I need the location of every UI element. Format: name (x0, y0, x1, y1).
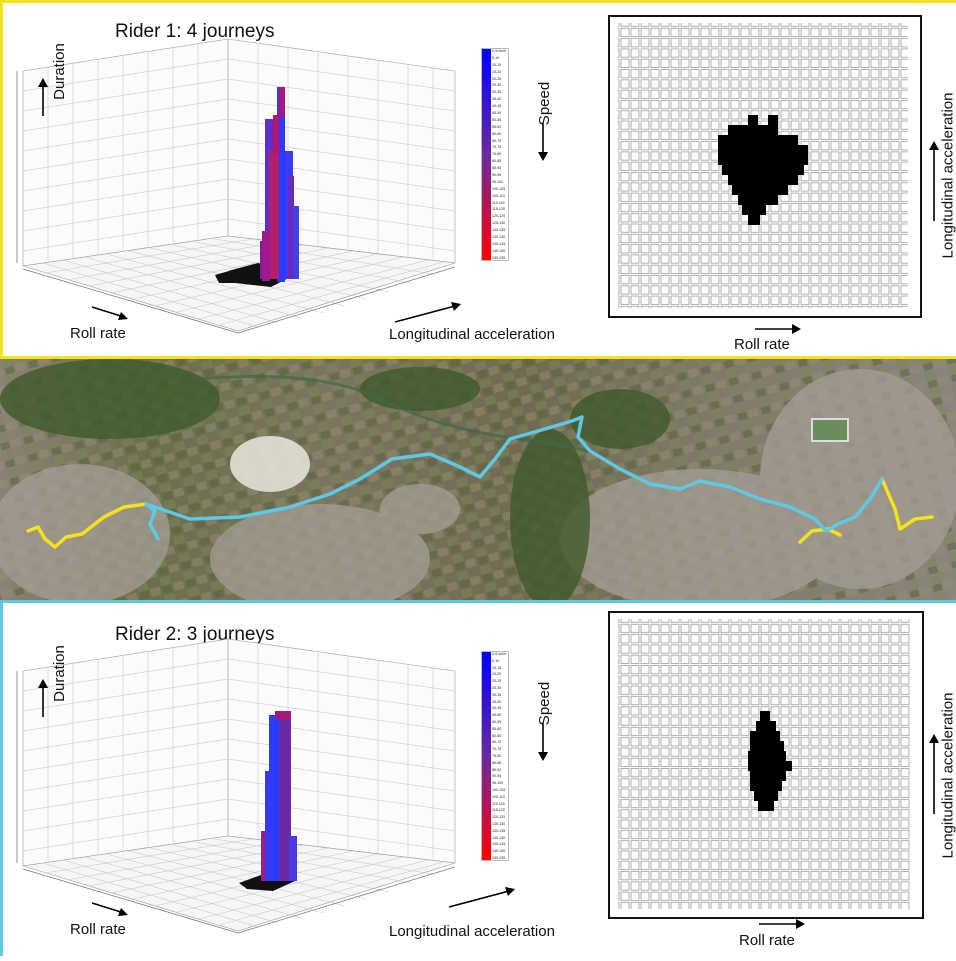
rider1-grid-x-arrow (755, 324, 801, 334)
rider1-speed-label: Speed (536, 81, 554, 126)
rider2-accel-arrow (448, 887, 515, 908)
rider2-speed-legend-items: 0-5 km/h 5-10 10-15 15-20 20-25 25-30 30-35 35… (492, 652, 506, 860)
rider2-occupancy-grid (608, 611, 924, 919)
satellite-map (0, 356, 956, 603)
rider2-grid-y-arrow (929, 734, 939, 814)
rider1-speed-legend-items: 0-5 km/h 5-10 10-15 15-20 20-25 25-30 30-35 35… (492, 49, 506, 260)
rider1-accel-label: Longitudinal acceleration (389, 326, 555, 343)
rider1-grid-ylabel: Longitudinal acceleration (939, 92, 956, 259)
rider1-grid-filled (718, 115, 808, 225)
rider2-grid-xlabel: Roll rate (739, 932, 795, 949)
speed-colorbar (482, 49, 491, 260)
map-quarry (230, 436, 310, 492)
rider1-grid-svg (618, 23, 908, 308)
rider1-accel-arrow (394, 302, 461, 323)
map-stadium (811, 418, 849, 442)
rider1-roll-arrow (91, 306, 128, 320)
rider1-grid-y-arrow (929, 141, 939, 221)
rider1-grid-xlabel: Roll rate (734, 336, 790, 353)
rider1-histogram-3d (16, 38, 456, 334)
map-vegetation (0, 359, 670, 600)
rider2-speed-legend: 0-5 km/h 5-10 10-15 15-20 20-25 25-30 30-35 35… (481, 651, 509, 861)
rider2-route (144, 415, 884, 541)
rider2-axis-ticks (16, 671, 456, 934)
map-river (199, 375, 602, 460)
rider1-panel: Rider 1: 4 journeys (0, 0, 956, 356)
rider2-grid-filled (748, 711, 792, 811)
rider1-wall-grid (22, 38, 456, 267)
rider2-histogram-bars (261, 711, 297, 881)
rider2-panel: Rider 2: 3 journeys (0, 603, 956, 956)
rider1-speed-arrow (538, 123, 548, 161)
rider2-grid-ylabel: Longitudinal acceleration (939, 692, 956, 859)
rider2-duration-arrow (38, 679, 48, 717)
rider2-accel-label: Longitudinal acceleration (389, 923, 555, 940)
rider1-title: Rider 1: 4 journeys (115, 21, 275, 42)
rider2-histogram-3d (16, 638, 456, 934)
rider2-speed-arrow (538, 723, 548, 761)
rider2-speed-label: Speed (536, 681, 554, 726)
rider1-speed-legend: 0-5 km/h 5-10 10-15 15-20 20-25 25-30 30-35 35… (481, 48, 509, 261)
rider1-axis-ticks (16, 71, 456, 334)
rider2-grid-svg (618, 619, 910, 909)
rider1-roll-label: Roll rate (70, 325, 126, 342)
rider2-grid-x-arrow (759, 919, 805, 929)
satellite-map-svg (0, 359, 956, 600)
rider2-roll-label: Roll rate (70, 921, 126, 938)
rider1-route (26, 477, 934, 549)
rider2-duration-label: Duration (50, 645, 68, 702)
rider1-occupancy-grid (608, 15, 922, 318)
rider1-duration-label: Duration (50, 43, 68, 100)
rider1-duration-arrow (38, 78, 48, 116)
speed-colorbar (482, 652, 491, 860)
rider1-histogram-bars (260, 87, 299, 282)
rider2-wall-grid (22, 638, 456, 867)
rider2-roll-arrow (91, 902, 128, 916)
